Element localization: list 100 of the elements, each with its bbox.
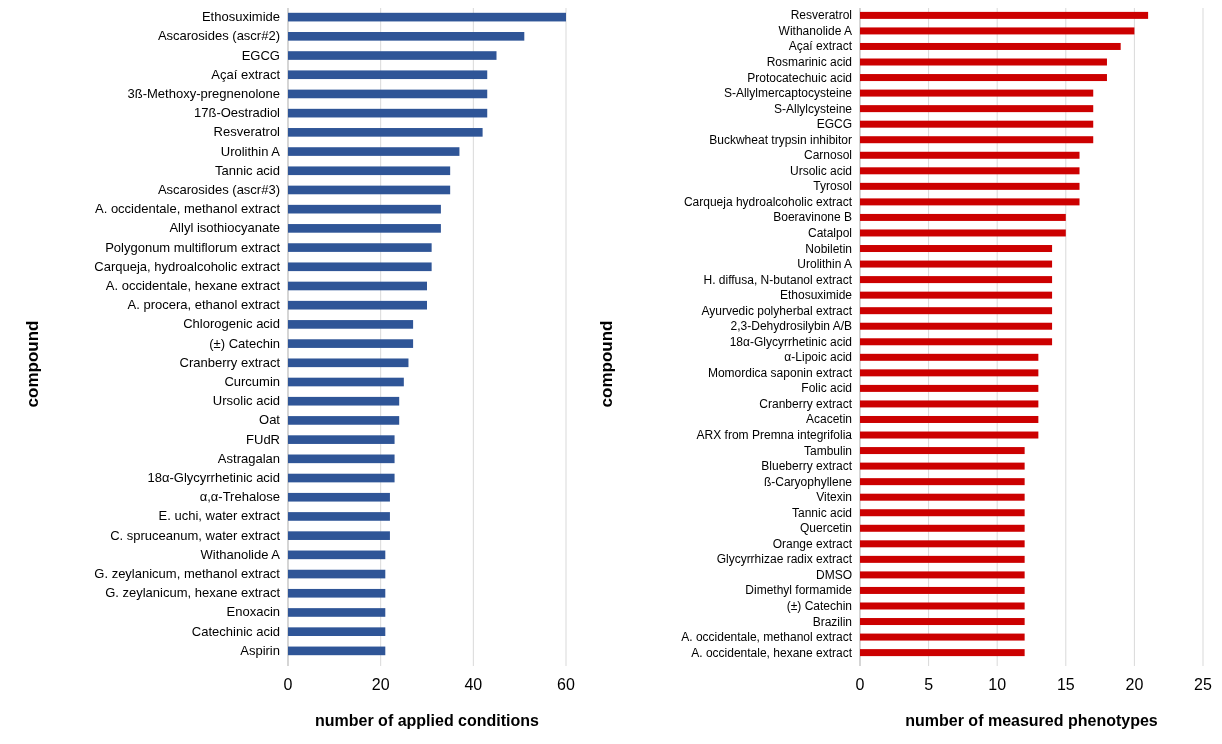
x-tick-label: 0 bbox=[855, 676, 865, 693]
y-tick-label: G. zeylanicum, hexane extract bbox=[105, 585, 281, 601]
bar bbox=[288, 569, 386, 579]
y-tick-label: Catalpol bbox=[807, 225, 852, 240]
y-tick-label: A. occidentale, methanol extract bbox=[681, 630, 853, 645]
y-tick-label: 18α-Glycyrrhetinic acid bbox=[729, 334, 852, 349]
y-tick-label: Carqueja hydroalcoholic extract bbox=[683, 194, 853, 209]
bar bbox=[860, 571, 1025, 579]
y-tick-label: Ascarosides (ascr#3) bbox=[157, 181, 280, 197]
y-tick-label: Nobiletin bbox=[805, 241, 852, 256]
y-tick-label: Ayurvedic polyherbal extract bbox=[701, 303, 853, 318]
bar bbox=[860, 89, 1094, 97]
y-tick-label: Curcumin bbox=[224, 374, 280, 390]
y-tick-label: A. occidentale, methanol extract bbox=[95, 201, 281, 217]
y-tick-label: Ethosuximide bbox=[201, 9, 280, 25]
bar bbox=[860, 105, 1094, 113]
y-tick-label: ß-Caryophyllene bbox=[763, 474, 853, 489]
y-tick-label: A. occidentale, hexane extract bbox=[691, 645, 853, 660]
bar bbox=[288, 608, 386, 617]
bar bbox=[288, 224, 441, 233]
y-tick-label: Glycyrrhizae radix extract bbox=[716, 552, 853, 567]
y-tick-label: Resveratrol bbox=[790, 8, 852, 23]
y-tick-label: Tannic acid bbox=[791, 505, 852, 520]
x-axis-title: number of measured phenotypes bbox=[905, 712, 1158, 729]
bar bbox=[860, 182, 1080, 190]
y-tick-label: Ursolic acid bbox=[789, 163, 852, 178]
bar bbox=[860, 213, 1066, 221]
bar bbox=[288, 550, 386, 560]
y-tick-label: Ascarosides (ascr#2) bbox=[157, 28, 280, 44]
bar bbox=[288, 377, 404, 387]
y-tick-label: Tannic acid bbox=[214, 162, 280, 178]
bar bbox=[860, 509, 1025, 517]
y-tick-label: DMSO bbox=[816, 567, 852, 582]
y-tick-label: Resveratrol bbox=[213, 124, 281, 140]
bar bbox=[860, 229, 1066, 237]
y-tick-label: (±) Catechin bbox=[786, 598, 852, 613]
bar bbox=[860, 400, 1039, 408]
bar bbox=[288, 320, 414, 329]
y-tick-label: A. occidentale, hexane extract bbox=[105, 277, 281, 293]
bar bbox=[288, 262, 432, 272]
bar bbox=[288, 435, 395, 444]
bar bbox=[288, 12, 566, 22]
bar bbox=[860, 633, 1025, 641]
y-tick-label: Momordica saponin extract bbox=[707, 365, 853, 380]
y-tick-label: 18α-Glycyrrhetinic acid bbox=[147, 470, 280, 486]
y-tick-label: Vitexin bbox=[816, 490, 852, 505]
y-tick-label: Blueberry extract bbox=[761, 459, 853, 474]
bar bbox=[288, 588, 386, 598]
y-tick-label: G. zeylanicum, methanol extract bbox=[94, 566, 281, 582]
y-tick-label: Quercetin bbox=[799, 521, 852, 536]
y-tick-label: Carqueja, hydroalcoholic extract bbox=[94, 258, 281, 274]
bar bbox=[860, 431, 1039, 439]
y-tick-label: Chlorogenic acid bbox=[183, 316, 280, 332]
bar bbox=[288, 300, 427, 310]
y-tick-label: Folic acid bbox=[801, 381, 852, 396]
bar bbox=[288, 89, 488, 99]
bar bbox=[860, 167, 1080, 175]
y-tick-label: Withanolide A bbox=[778, 23, 852, 38]
bar bbox=[860, 478, 1025, 486]
bar bbox=[860, 136, 1094, 144]
bar bbox=[288, 243, 432, 252]
y-tick-label: C. spruceanum, water extract bbox=[110, 527, 281, 543]
y-tick-label: Rosmarinic acid bbox=[766, 55, 852, 70]
bar bbox=[288, 185, 451, 195]
y-tick-label: Aspirin bbox=[240, 642, 280, 658]
y-tick-label: Protocatechuic acid bbox=[747, 70, 852, 85]
bar bbox=[288, 32, 525, 41]
bar bbox=[860, 447, 1025, 455]
y-tick-label: Carnosol bbox=[803, 148, 852, 163]
y-tick-label: Açaí extract bbox=[788, 39, 853, 54]
x-tick-label: 5 bbox=[924, 676, 934, 693]
y-tick-label: EGCG bbox=[816, 117, 852, 132]
x-tick-label: 0 bbox=[283, 676, 293, 693]
y-tick-label: (±) Catechin bbox=[209, 335, 280, 351]
y-tick-label: α-Lipoic acid bbox=[784, 350, 852, 365]
bar bbox=[860, 555, 1025, 563]
y-tick-label: EGCG bbox=[241, 47, 280, 63]
bar bbox=[288, 473, 395, 483]
bar bbox=[860, 198, 1080, 206]
y-tick-label: Cranberry extract bbox=[179, 354, 281, 370]
y-tick-label: Orange extract bbox=[772, 536, 853, 551]
bar bbox=[288, 51, 497, 60]
y-tick-label: Açaí extract bbox=[211, 66, 281, 82]
y-tick-label: Ursolic acid bbox=[212, 393, 280, 409]
x-tick-label: 40 bbox=[464, 676, 483, 693]
x-tick-label: 20 bbox=[371, 676, 390, 693]
bar bbox=[860, 11, 1149, 19]
bar bbox=[860, 120, 1094, 128]
bar bbox=[288, 358, 409, 368]
bar bbox=[860, 384, 1039, 392]
y-tick-label: A. procera, ethanol extract bbox=[127, 297, 281, 313]
bar bbox=[288, 627, 386, 636]
y-tick-label: 17ß-Oestradiol bbox=[194, 105, 281, 121]
bar bbox=[288, 339, 414, 348]
y-tick-label: Tyrosol bbox=[813, 179, 852, 194]
bar bbox=[288, 281, 427, 291]
bar bbox=[860, 58, 1107, 66]
y-tick-label: Brazilin bbox=[812, 614, 852, 629]
bar bbox=[288, 646, 386, 656]
bar bbox=[288, 70, 488, 80]
